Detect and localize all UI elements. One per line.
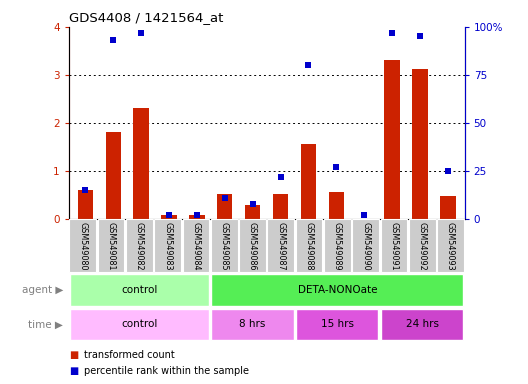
Bar	[106, 131, 121, 219]
Bar	[134, 108, 149, 219]
Text: percentile rank within the sample: percentile rank within the sample	[84, 366, 250, 376]
FancyBboxPatch shape	[212, 309, 294, 340]
Text: GSM549086: GSM549086	[248, 222, 257, 270]
Text: GSM549085: GSM549085	[220, 222, 229, 270]
Text: control: control	[121, 285, 157, 295]
Bar	[412, 69, 428, 219]
Text: GSM549091: GSM549091	[390, 222, 399, 270]
Bar	[329, 192, 344, 219]
Point	[165, 212, 173, 218]
FancyBboxPatch shape	[70, 274, 209, 306]
Point	[444, 168, 452, 174]
Bar	[217, 194, 232, 219]
Text: control: control	[121, 319, 157, 329]
FancyBboxPatch shape	[211, 219, 238, 272]
Text: GSM549084: GSM549084	[192, 222, 201, 270]
Point	[360, 212, 369, 218]
Text: GSM549088: GSM549088	[305, 222, 314, 270]
FancyBboxPatch shape	[70, 219, 96, 272]
Point	[137, 30, 145, 36]
Bar	[78, 190, 93, 219]
Text: GSM549089: GSM549089	[333, 222, 342, 270]
Text: ■: ■	[69, 350, 78, 360]
Text: GDS4408 / 1421564_at: GDS4408 / 1421564_at	[69, 11, 223, 24]
FancyBboxPatch shape	[324, 219, 351, 272]
Point	[276, 174, 285, 180]
Text: 15 hrs: 15 hrs	[321, 319, 354, 329]
FancyBboxPatch shape	[381, 309, 463, 340]
FancyBboxPatch shape	[296, 309, 379, 340]
Text: DETA-NONOate: DETA-NONOate	[298, 285, 377, 295]
FancyBboxPatch shape	[381, 219, 407, 272]
Text: GSM549092: GSM549092	[418, 222, 427, 270]
Point	[81, 187, 90, 193]
FancyBboxPatch shape	[352, 219, 379, 272]
Point	[249, 200, 257, 207]
Bar	[384, 60, 400, 219]
Point	[193, 212, 201, 218]
Bar	[301, 144, 316, 219]
FancyBboxPatch shape	[268, 219, 294, 272]
Bar	[440, 196, 456, 219]
Text: GSM549087: GSM549087	[276, 222, 285, 270]
Point	[304, 62, 313, 68]
FancyBboxPatch shape	[70, 309, 209, 340]
Text: GSM549083: GSM549083	[163, 222, 172, 270]
Text: GSM549090: GSM549090	[361, 222, 370, 270]
Point	[416, 33, 424, 40]
FancyBboxPatch shape	[98, 219, 125, 272]
Text: GSM549080: GSM549080	[78, 222, 87, 270]
Point	[332, 164, 341, 170]
Text: GSM549082: GSM549082	[135, 222, 144, 270]
Bar	[162, 215, 177, 219]
Point	[221, 195, 229, 201]
Bar	[273, 194, 288, 219]
FancyBboxPatch shape	[126, 219, 153, 272]
FancyBboxPatch shape	[154, 219, 181, 272]
Text: time ▶: time ▶	[29, 319, 63, 329]
FancyBboxPatch shape	[409, 219, 436, 272]
Text: GSM549093: GSM549093	[446, 222, 455, 270]
Text: ■: ■	[69, 366, 78, 376]
Bar	[189, 215, 204, 219]
Text: 24 hrs: 24 hrs	[406, 319, 439, 329]
Bar	[245, 205, 260, 219]
Text: GSM549081: GSM549081	[107, 222, 116, 270]
FancyBboxPatch shape	[296, 219, 323, 272]
FancyBboxPatch shape	[437, 219, 464, 272]
Text: agent ▶: agent ▶	[22, 285, 63, 295]
FancyBboxPatch shape	[239, 219, 266, 272]
Point	[388, 30, 397, 36]
FancyBboxPatch shape	[212, 274, 463, 306]
Point	[109, 37, 118, 43]
FancyBboxPatch shape	[183, 219, 209, 272]
Text: 8 hrs: 8 hrs	[239, 319, 266, 329]
Text: transformed count: transformed count	[84, 350, 175, 360]
